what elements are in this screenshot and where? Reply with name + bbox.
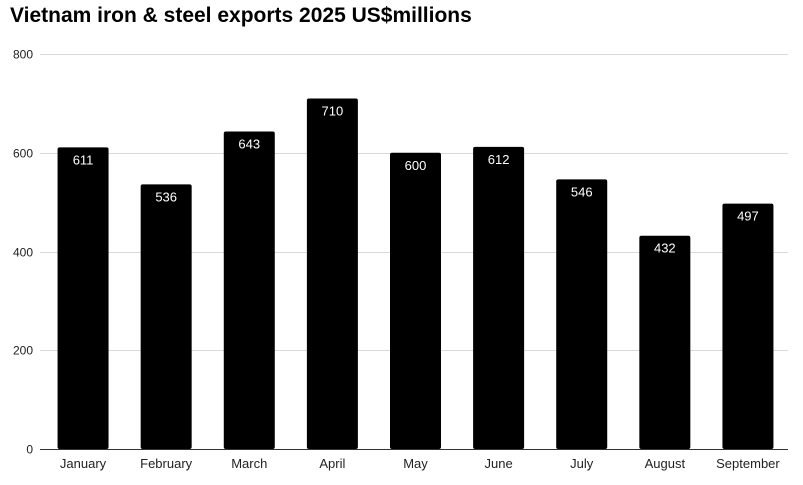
- x-tick-label-june: June: [485, 456, 513, 471]
- x-axis-category-labels: January February March April May June July Augu…: [60, 456, 780, 471]
- bars: [57, 98, 774, 450]
- data-label-january: 611: [73, 152, 94, 167]
- x-tick-label-july: July: [570, 456, 594, 471]
- chart-title: Vietnam iron & steel exports 2025 US$mil…: [10, 4, 472, 27]
- x-tick-label-september: September: [716, 456, 780, 471]
- data-label-september: 497: [737, 209, 759, 224]
- x-tick-label-april: April: [319, 456, 345, 471]
- x-tick-label-march: March: [231, 456, 267, 471]
- data-label-march: 643: [238, 137, 260, 152]
- bar-march: [223, 131, 275, 450]
- y-tick-label-200: 200: [13, 344, 33, 358]
- x-tick-label-august: August: [645, 456, 686, 471]
- bar-february: [140, 184, 192, 449]
- data-label-august: 432: [654, 241, 676, 256]
- bar-august: [639, 235, 691, 449]
- bar-may: [390, 152, 441, 449]
- x-tick-label-january: January: [60, 456, 107, 471]
- x-tick-label-may: May: [403, 456, 428, 471]
- data-label-july: 546: [571, 184, 593, 199]
- y-tick-label-400: 400: [13, 246, 33, 260]
- data-label-april: 710: [322, 103, 344, 118]
- data-label-june: 612: [488, 152, 510, 167]
- y-tick-label-600: 600: [13, 147, 33, 161]
- data-label-february: 536: [155, 189, 177, 204]
- bar-january: [57, 147, 109, 449]
- x-tick-label-february: February: [140, 456, 193, 471]
- bar-july: [556, 179, 608, 449]
- y-tick-label-800: 800: [13, 48, 33, 62]
- data-labels: 611 536 643 710 600 612 546 432 497: [73, 103, 759, 255]
- y-axis-tick-labels: 0 200 400 600 800: [13, 48, 33, 457]
- bar-june: [473, 146, 525, 449]
- bar-april: [306, 98, 358, 449]
- y-tick-label-0: 0: [26, 443, 33, 457]
- data-label-may: 600: [405, 158, 427, 173]
- bar-september: [722, 203, 774, 449]
